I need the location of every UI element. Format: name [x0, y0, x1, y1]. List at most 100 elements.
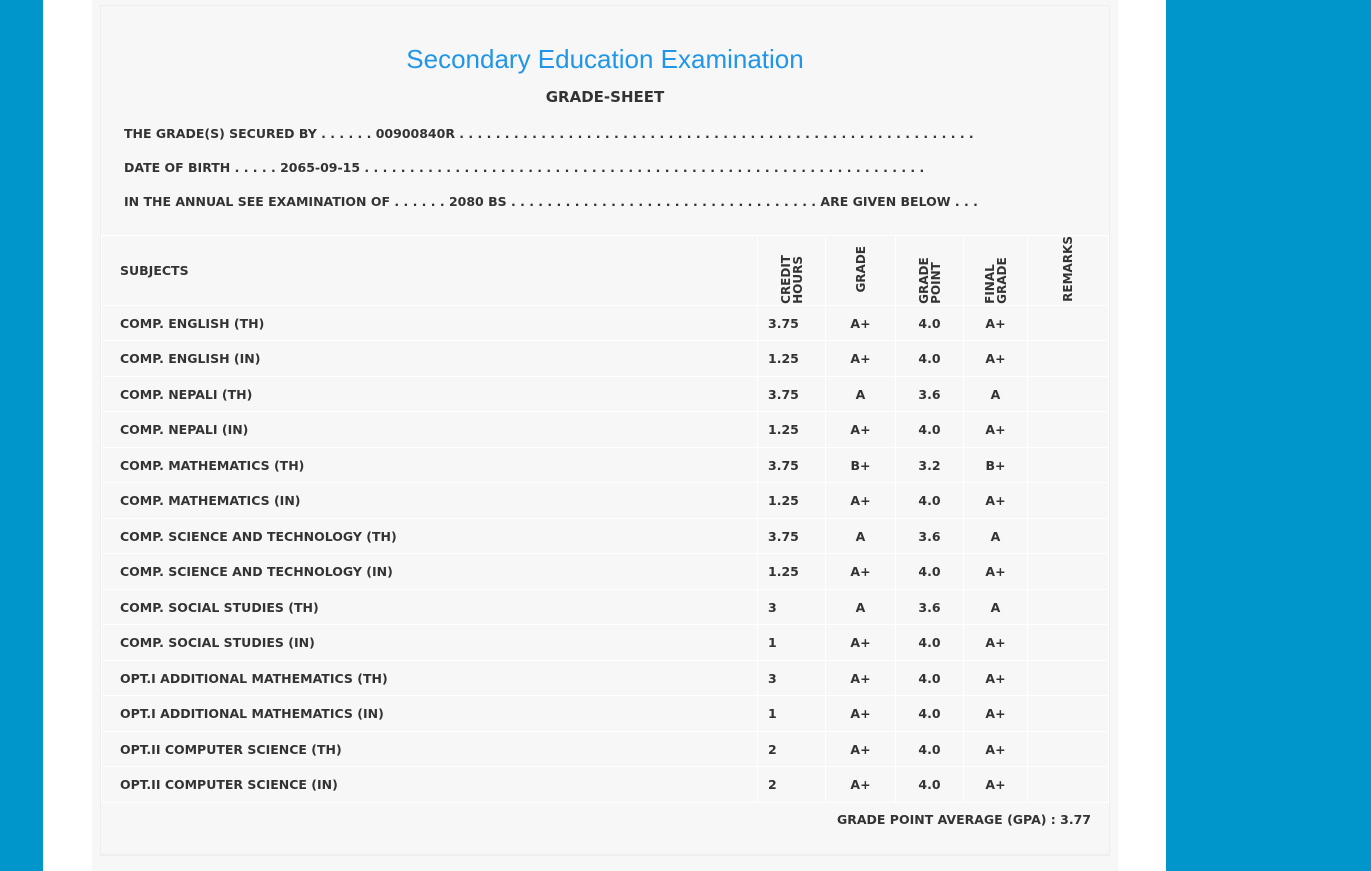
cell-remarks [1027, 588, 1109, 626]
cell-grade: A+ [825, 730, 896, 768]
cell-subject: COMP. SCIENCE AND TECHNOLOGY (TH) [101, 517, 758, 555]
dob-line: DATE OF BIRTH . . . . . 2065-09-15 . . .… [124, 160, 925, 175]
cell-credit-hours: 3.75 [757, 446, 826, 484]
cell-grade: A+ [825, 304, 896, 342]
cell-grade-point: 3.6 [895, 588, 964, 626]
cell-credit-hours: 1.25 [757, 553, 826, 590]
table-row: COMP. MATHEMATICS (TH) 3.75 B+ 3.2 B+ [101, 446, 1109, 484]
table-row: OPT.I ADDITIONAL MATHEMATICS (IN) 1 A+ 4.0 A… [101, 695, 1109, 732]
table-row: COMP. NEPALI (IN) 1.25 A+ 4.0 A+ [101, 411, 1109, 448]
cell-grade-point: 4.0 [895, 304, 964, 342]
cell-subject: OPT.I ADDITIONAL MATHEMATICS (TH) [101, 659, 758, 697]
header-grade: GRADE [853, 245, 868, 293]
cell-final-grade: A+ [963, 553, 1028, 590]
cell-grade-point: 4.0 [895, 553, 964, 590]
cell-credit-hours: 2 [757, 766, 826, 803]
cell-remarks [1027, 659, 1109, 697]
cell-credit-hours: 3.75 [757, 517, 826, 555]
cell-subject: COMP. ENGLISH (TH) [101, 304, 758, 342]
cell-remarks [1027, 766, 1109, 803]
cell-credit-hours: 2 [757, 730, 826, 768]
cell-credit-hours: 3.75 [757, 304, 826, 342]
cell-grade-point: 4.0 [895, 659, 964, 697]
cell-final-grade: A+ [963, 730, 1028, 768]
cell-credit-hours: 3 [757, 659, 826, 697]
cell-grade: A+ [825, 482, 896, 519]
header-subjects: SUBJECTS [101, 235, 758, 306]
header-final-grade: FINAL GRADE [982, 256, 1009, 304]
cell-final-grade: B+ [963, 446, 1028, 484]
cell-credit-hours: 1.25 [757, 411, 826, 448]
cell-subject: COMP. SCIENCE AND TECHNOLOGY (IN) [101, 553, 758, 590]
cell-subject: COMP. SOCIAL STUDIES (IN) [101, 624, 758, 661]
cell-remarks [1027, 340, 1109, 377]
cell-grade: B+ [825, 446, 896, 484]
header-credit-hours: CREDIT HOURS [778, 254, 805, 304]
cell-remarks [1027, 482, 1109, 519]
cell-remarks [1027, 375, 1109, 413]
cell-subject: COMP. NEPALI (TH) [101, 375, 758, 413]
cell-grade-point: 4.0 [895, 624, 964, 661]
table-row: COMP. SOCIAL STUDIES (IN) 1 A+ 4.0 A+ [101, 624, 1109, 661]
table-row: COMP. MATHEMATICS (IN) 1.25 A+ 4.0 A+ [101, 482, 1109, 519]
cell-grade-point: 4.0 [895, 411, 964, 448]
table-row: COMP. ENGLISH (TH) 3.75 A+ 4.0 A+ [101, 304, 1109, 342]
cell-credit-hours: 1 [757, 695, 826, 732]
cell-subject: COMP. SOCIAL STUDIES (TH) [101, 588, 758, 626]
cell-grade: A [825, 588, 896, 626]
cell-remarks [1027, 553, 1109, 590]
cell-grade: A+ [825, 340, 896, 377]
cell-grade-point: 4.0 [895, 340, 964, 377]
table-header: SUBJECTS CREDIT HOURS GRADE GRADE POINT … [101, 235, 1109, 306]
exam-year-line: IN THE ANNUAL SEE EXAMINATION OF . . . .… [124, 194, 978, 209]
header-remarks: REMARKS [1061, 236, 1075, 302]
table-row: COMP. SCIENCE AND TECHNOLOGY (IN) 1.25 A+ 4… [101, 553, 1109, 590]
table-row: COMP. ENGLISH (IN) 1.25 A+ 4.0 A+ [101, 340, 1109, 377]
cell-grade-point: 4.0 [895, 730, 964, 768]
cell-final-grade: A [963, 375, 1028, 413]
table-row: COMP. SCIENCE AND TECHNOLOGY (TH) 3.75 A 3.… [101, 517, 1109, 555]
exam-title: Secondary Education Examination [406, 44, 804, 74]
cell-remarks [1027, 695, 1109, 732]
cell-grade: A+ [825, 624, 896, 661]
cell-final-grade: A+ [963, 304, 1028, 342]
table-row: COMP. NEPALI (TH) 3.75 A 3.6 A [101, 375, 1109, 413]
cell-grade-point: 3.6 [895, 517, 964, 555]
cell-final-grade: A+ [963, 340, 1028, 377]
sheet-subtitle: GRADE-SHEET [545, 88, 665, 106]
cell-subject: COMP. ENGLISH (IN) [101, 340, 758, 377]
cell-grade: A [825, 375, 896, 413]
cell-subject: COMP. MATHEMATICS (TH) [101, 446, 758, 484]
cell-grade-point: 3.6 [895, 375, 964, 413]
cell-final-grade: A+ [963, 411, 1028, 448]
cell-grade: A+ [825, 659, 896, 697]
grades-table: SUBJECTS CREDIT HOURS GRADE GRADE POINT … [101, 235, 1109, 803]
secured-by-line: THE GRADE(S) SECURED BY . . . . . . 0090… [124, 126, 974, 141]
cell-grade-point: 4.0 [895, 695, 964, 732]
table-row: OPT.II COMPUTER SCIENCE (TH) 2 A+ 4.0 A+ [101, 730, 1109, 768]
cell-subject: COMP. MATHEMATICS (IN) [101, 482, 758, 519]
cell-credit-hours: 1.25 [757, 482, 826, 519]
cell-grade-point: 3.2 [895, 446, 964, 484]
cell-grade: A [825, 517, 896, 555]
gpa: GRADE POINT AVERAGE (GPA) : 3.77 [836, 812, 1091, 827]
grade-sheet: Secondary Education Examination GRADE-SH… [100, 5, 1110, 855]
cell-grade: A+ [825, 766, 896, 803]
cell-credit-hours: 1.25 [757, 340, 826, 377]
cell-final-grade: A [963, 517, 1028, 555]
cell-subject: COMP. NEPALI (IN) [101, 411, 758, 448]
cell-final-grade: A+ [963, 659, 1028, 697]
divider [100, 855, 1110, 871]
cell-credit-hours: 3 [757, 588, 826, 626]
cell-subject: OPT.II COMPUTER SCIENCE (TH) [101, 730, 758, 768]
cell-final-grade: A [963, 588, 1028, 626]
cell-grade: A+ [825, 411, 896, 448]
cell-credit-hours: 1 [757, 624, 826, 661]
page: Secondary Education Examination GRADE-SH… [43, 0, 1166, 871]
cell-remarks [1027, 624, 1109, 661]
cell-credit-hours: 3.75 [757, 375, 826, 413]
cell-grade-point: 4.0 [895, 766, 964, 803]
cell-subject: OPT.II COMPUTER SCIENCE (IN) [101, 766, 758, 803]
cell-remarks [1027, 517, 1109, 555]
cell-remarks [1027, 304, 1109, 342]
